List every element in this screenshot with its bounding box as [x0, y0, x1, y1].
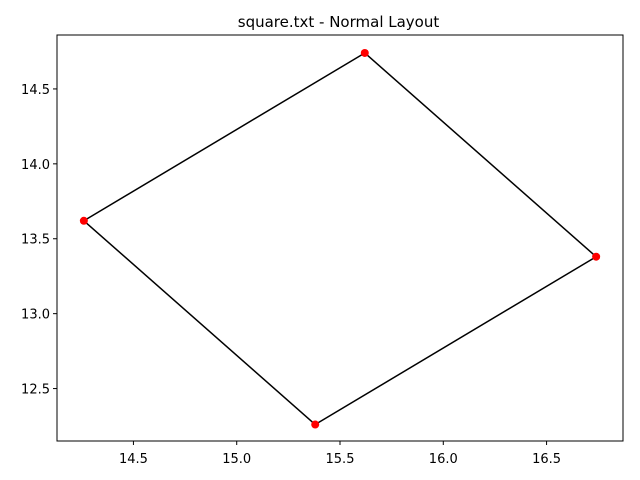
x-tick-label-0: 14.5 [119, 452, 148, 467]
y-tick-label-2: 13.5 [21, 233, 50, 248]
plot-frame [56, 34, 624, 442]
node-point-2 [592, 252, 601, 261]
edge-line-3 [83, 220, 316, 426]
nodes-layer [79, 48, 601, 429]
y-tick-label-4: 14.5 [21, 83, 50, 98]
y-tick-label-1: 13.0 [21, 308, 50, 323]
chart-title: square.txt - Normal Layout [238, 13, 440, 31]
edge-line-0 [83, 52, 366, 222]
node-point-3 [311, 420, 320, 429]
node-point-0 [79, 216, 88, 225]
edge-line-2 [314, 256, 597, 426]
x-tick-label-2: 15.5 [326, 452, 355, 467]
x-tick-label-1: 15.0 [222, 452, 251, 467]
axes-layer: 14.5 15.0 15.5 16.0 16.5 12.5 13.0 13.5 14.0 14.5 [21, 83, 561, 467]
x-tick-label-4: 16.5 [532, 452, 561, 467]
y-tick-label-0: 12.5 [21, 383, 50, 398]
edges-layer [83, 52, 597, 426]
y-tick-label-3: 14.0 [21, 158, 50, 173]
x-tick-label-3: 16.0 [429, 452, 458, 467]
edge-line-1 [364, 52, 597, 258]
node-point-1 [360, 48, 369, 57]
